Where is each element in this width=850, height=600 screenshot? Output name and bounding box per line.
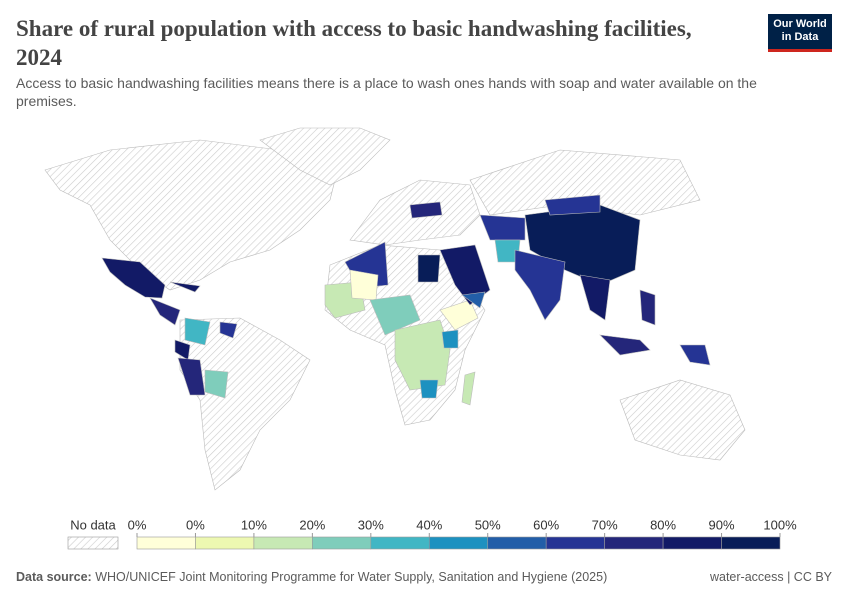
license[interactable]: water-access | CC BY xyxy=(709,570,832,584)
legend-bin xyxy=(662,536,722,550)
legend-tick-label: 70% xyxy=(592,517,618,532)
legend-bin xyxy=(604,536,664,550)
legend-bin xyxy=(253,536,313,550)
legend-tick-label: 80% xyxy=(650,517,676,532)
map: No data 0% 0% 10% 20% 30% 40% 50% 60% 70% 80% 90% 10… xyxy=(44,127,797,550)
no-data-label: No data xyxy=(70,517,116,532)
logo-line: in Data xyxy=(781,31,819,43)
legend-bin xyxy=(136,536,196,550)
source: WHO/UNICEF Joint Monitoring Programme fo… xyxy=(95,570,608,584)
source-label: Data source: xyxy=(16,570,92,584)
landmasses xyxy=(44,127,746,491)
legend-tick-label: 40% xyxy=(416,517,442,532)
logo[interactable]: Our World in Data xyxy=(768,14,832,52)
subtitle: Access to basic handwashing facilities m… xyxy=(16,75,757,109)
legend-bin xyxy=(487,536,547,550)
legend-tick-label: 0% xyxy=(128,517,147,532)
legend-bin xyxy=(428,536,489,550)
legend-bin xyxy=(545,536,605,550)
title: Share of rural population with access to… xyxy=(16,16,692,70)
legend-tick-label: 60% xyxy=(533,517,559,532)
legend-tick-label: 20% xyxy=(299,517,325,532)
legend-bin xyxy=(312,536,372,550)
legend-tick-label: 10% xyxy=(241,517,267,532)
no-data-swatch xyxy=(67,536,119,550)
legend-tick-label: 30% xyxy=(358,517,384,532)
footer: Data source: WHO/UNICEF Joint Monitoring… xyxy=(16,570,832,584)
legend-bin xyxy=(195,536,255,550)
logo-line: Our World xyxy=(773,18,827,30)
legend-tick-label: 90% xyxy=(709,517,735,532)
legend-tick-label: 0% xyxy=(186,517,205,532)
legend-bin xyxy=(370,536,430,550)
legend-tick-label: 100% xyxy=(763,517,797,532)
legend-tick-label: 50% xyxy=(475,517,501,532)
legend-bin xyxy=(721,536,781,550)
